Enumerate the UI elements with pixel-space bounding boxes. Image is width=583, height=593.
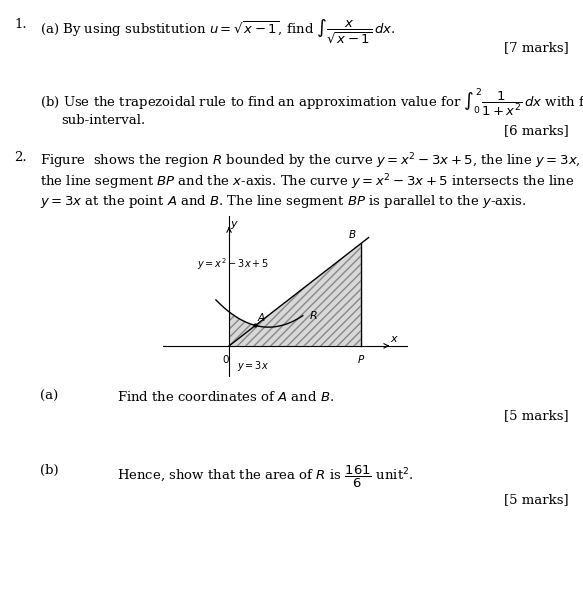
Text: $y=3x$: $y=3x$ [237,359,269,374]
Text: Figure  shows the region $R$ bounded by the curve $y = x^2 - 3x + 5$, the line $: Figure shows the region $R$ bounded by t… [40,151,581,171]
Text: $B$: $B$ [348,228,357,240]
Text: (a): (a) [40,390,58,403]
Text: 1.: 1. [15,18,27,31]
Text: $0$: $0$ [223,353,230,365]
Text: Hence, show that the area of $R$ is $\dfrac{161}{6}$ unit$^2$.: Hence, show that the area of $R$ is $\df… [117,464,413,490]
Text: $P$: $P$ [357,353,365,365]
Text: 2.: 2. [15,151,27,164]
Text: [5 marks]: [5 marks] [504,493,568,506]
Text: [6 marks]: [6 marks] [504,125,568,138]
Text: sub-interval.: sub-interval. [61,114,146,127]
Text: (a) By using substitution $u = \sqrt{x-1}$, find $\int \dfrac{x}{\sqrt{x-1}}\,dx: (a) By using substitution $u = \sqrt{x-1… [40,18,395,46]
Text: $y$: $y$ [230,219,239,231]
Text: (b): (b) [40,464,58,477]
Text: $x$: $x$ [391,334,399,344]
Text: (b) Use the trapezoidal rule to find an approximation value for $\int_0^{2} \dfr: (b) Use the trapezoidal rule to find an … [40,86,583,119]
Text: $R$: $R$ [309,309,318,321]
Text: Find the coordinates of $A$ and $B$.: Find the coordinates of $A$ and $B$. [117,390,334,404]
Text: $A$: $A$ [257,311,266,323]
Polygon shape [229,244,361,346]
Text: the line segment $BP$ and the $x$-axis. The curve $y = x^2 - 3x + 5$ intersects : the line segment $BP$ and the $x$-axis. … [40,172,574,192]
Text: $y=x^2-3x+5$: $y=x^2-3x+5$ [198,256,270,272]
Text: [5 marks]: [5 marks] [504,409,568,422]
Text: $y = 3x$ at the point $A$ and $B$. The line segment $BP$ is parallel to the $y$-: $y = 3x$ at the point $A$ and $B$. The l… [40,193,526,210]
Text: [7 marks]: [7 marks] [504,42,568,55]
